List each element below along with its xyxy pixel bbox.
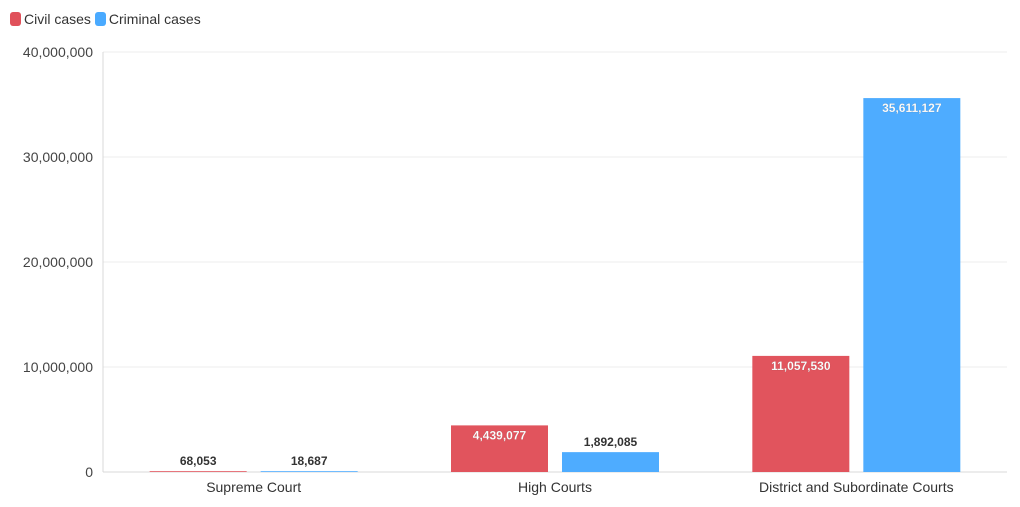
- legend-item-civil[interactable]: Civil cases: [10, 11, 91, 27]
- bar-civil[interactable]: [451, 425, 548, 472]
- legend-label-criminal: Criminal cases: [108, 11, 201, 27]
- bar-criminal[interactable]: [562, 452, 659, 472]
- y-axis: 0 10,000,000 20,000,000 30,000,000 40,000,00…: [23, 44, 104, 480]
- data-label-civil: 4,439,077: [473, 428, 527, 442]
- y-tick-label: 20,000,000: [23, 254, 93, 270]
- legend-swatch-criminal: [94, 12, 106, 26]
- data-label-criminal: 1,892,085: [584, 435, 638, 449]
- data-labels: 68,053 18,687 4,439,077 1,892,085 11,057,530…: [180, 101, 942, 468]
- legend-swatch-civil: [10, 12, 21, 26]
- gridlines: [103, 51, 1007, 473]
- legend-item-criminal[interactable]: Criminal cases: [94, 11, 201, 27]
- bar-criminal[interactable]: [863, 98, 961, 473]
- data-label-criminal: 35,611,127: [882, 101, 942, 115]
- data-label-criminal: 18,687: [291, 454, 328, 468]
- legend-label-civil: Civil cases: [24, 11, 91, 27]
- bar-criminal[interactable]: [260, 471, 358, 472]
- y-tick-label: 30,000,000: [23, 149, 93, 165]
- bar-civil[interactable]: [752, 355, 850, 472]
- x-axis: Supreme Court High Courts District and Sub…: [206, 479, 953, 495]
- x-category-label: District and Subordinate Courts: [759, 479, 954, 495]
- data-label-civil: 68,053: [180, 454, 217, 468]
- bar-civil[interactable]: [149, 471, 247, 472]
- y-tick-label: 0: [85, 464, 93, 480]
- y-tick-label: 40,000,000: [23, 44, 93, 60]
- x-category-label: High Courts: [518, 479, 592, 495]
- y-tick-label: 10,000,000: [23, 359, 93, 375]
- chart-legend: Civil cases Criminal cases: [10, 11, 205, 27]
- bars: [149, 98, 961, 473]
- x-category-label: Supreme Court: [206, 479, 301, 495]
- data-label-civil: 11,057,530: [771, 359, 831, 373]
